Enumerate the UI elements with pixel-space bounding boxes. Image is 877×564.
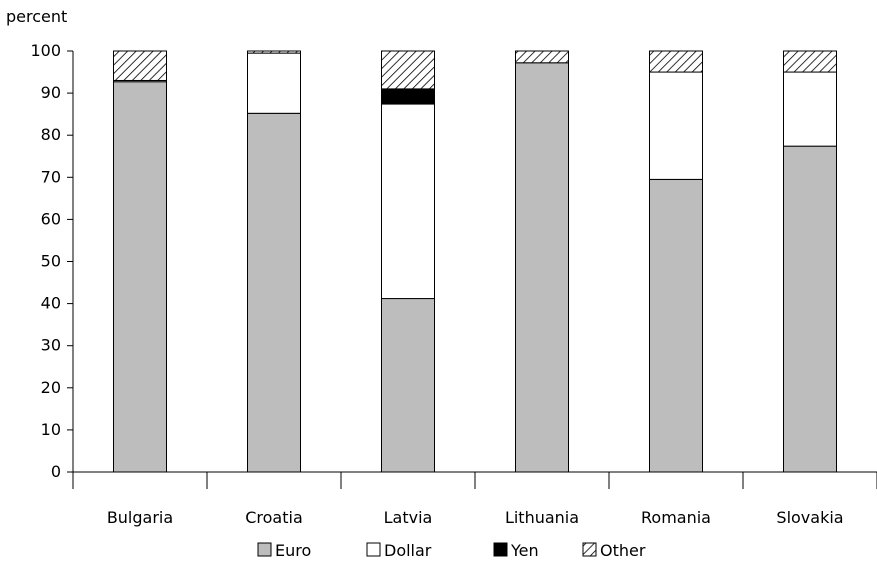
y-tick-labels: 0 10 20 30 40 50 60 70 80 90 100 [30,41,61,481]
bar-segment-yen-latvia [381,88,435,105]
legend-swatch-euro [257,542,272,557]
y-axis-label: percent [6,7,67,26]
axes [67,50,877,489]
bar-segment-dollar-croatia [247,52,301,114]
y-tick-label: 70 [41,167,61,186]
bar-segment-dollar-slovakia [783,71,837,147]
y-tick-label: 30 [41,336,61,355]
legend: Euro Dollar Yen Other [257,541,646,560]
y-tick-label: 40 [41,294,61,313]
y-tick-label: 60 [41,209,61,228]
bar-segment-euro-bulgaria [113,81,167,473]
x-tick-label: Slovakia [776,508,843,527]
legend-swatch-dollar [366,542,381,557]
legend-label-other: Other [600,541,646,560]
bar-segment-other-lithuania [515,50,569,64]
bar-segment-euro-romania [649,178,703,473]
bars [113,50,837,473]
x-tick-label: Lithuania [505,508,579,527]
bar-segment-other-croatia [247,50,301,54]
bar-segment-dollar-latvia [381,103,435,300]
x-tick-label: Croatia [245,508,303,527]
y-tick-label: 90 [41,83,61,102]
legend-swatch-yen [493,542,508,557]
legend-label-dollar: Dollar [384,541,432,560]
bar-segment-other-slovakia [783,50,837,73]
bar-segment-euro-latvia [381,298,435,473]
y-tick-label: 50 [41,252,61,271]
legend-swatch-other [582,542,597,557]
x-tick-label: Latvia [384,508,433,527]
y-tick-label: 80 [41,125,61,144]
bar-segment-dollar-romania [649,71,703,180]
legend-label-euro: Euro [275,541,311,560]
legend-label-yen: Yen [510,541,539,560]
bar-segment-other-bulgaria [113,50,167,81]
y-tick-label: 0 [51,462,61,481]
x-tick-labels: Bulgaria Croatia Latvia Lithuania Romania Slo… [107,508,844,527]
y-tick-label: 100 [30,41,61,60]
bar-segment-other-romania [649,50,703,73]
x-tick-label: Romania [641,508,711,527]
y-tick-label: 20 [41,378,61,397]
x-tick-label: Bulgaria [107,508,173,527]
y-tick-label: 10 [41,420,61,439]
bar-segment-euro-slovakia [783,145,837,473]
bar-segment-euro-croatia [247,112,301,473]
bar-segment-euro-lithuania [515,62,569,473]
bar-segment-other-latvia [381,50,435,90]
